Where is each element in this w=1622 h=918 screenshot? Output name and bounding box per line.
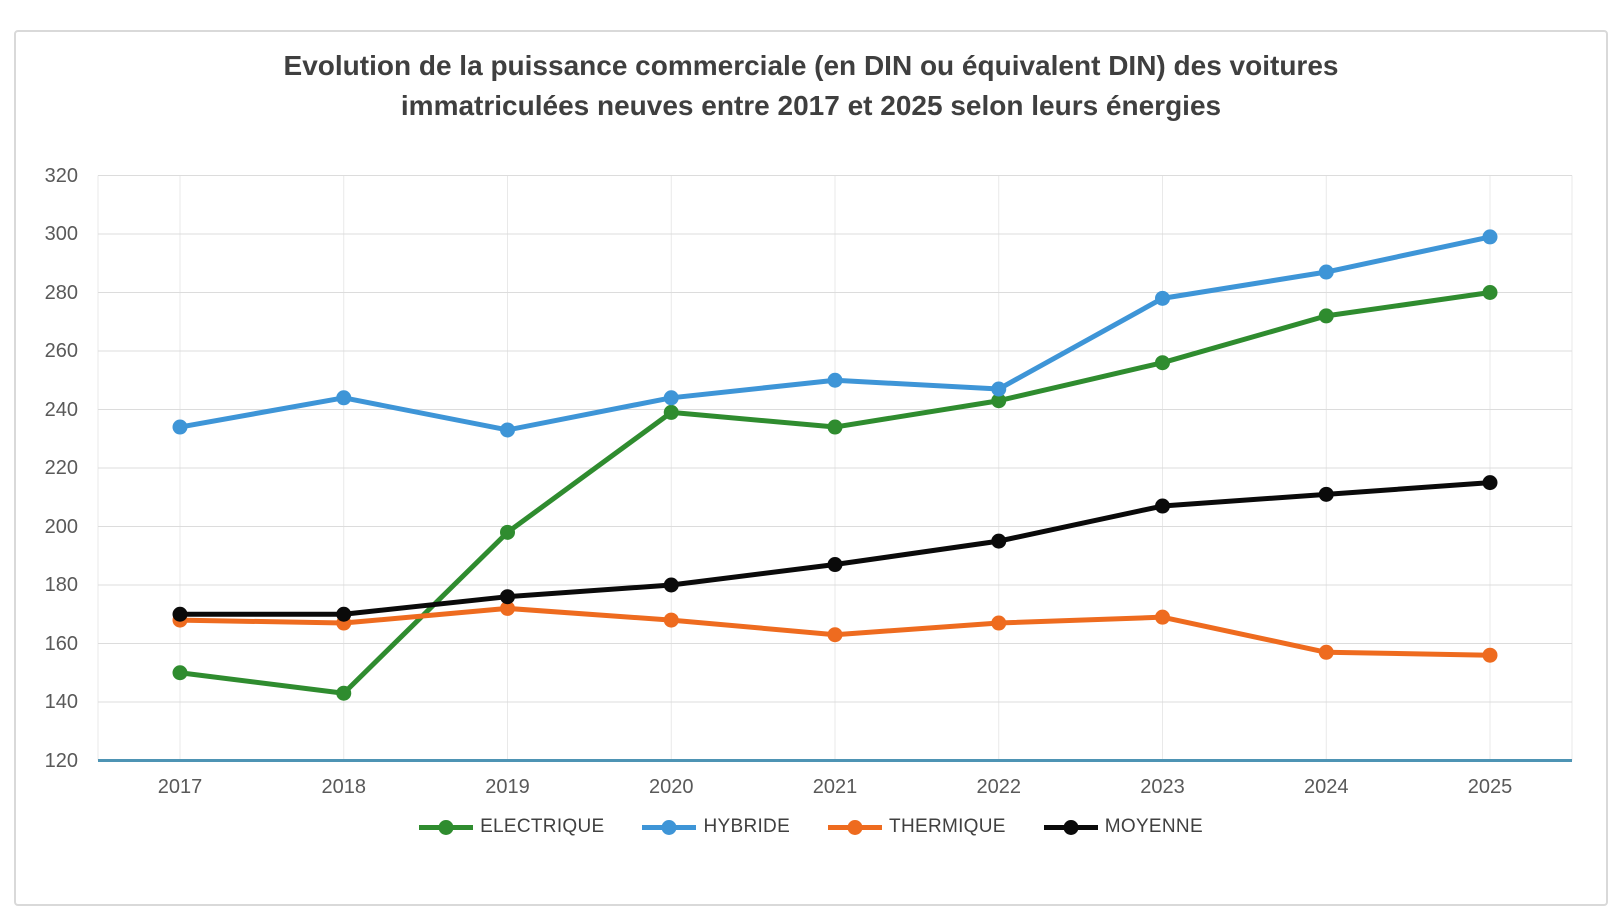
series-point-hybride [1482, 229, 1498, 245]
legend-marker-thermique-icon [828, 819, 883, 835]
series-point-thermique [991, 615, 1007, 631]
series-point-moyenne [991, 533, 1007, 549]
series-point-thermique [827, 627, 843, 643]
legend-label: HYBRIDE [703, 816, 791, 837]
series-point-thermique [1482, 647, 1498, 663]
series-point-electrique [172, 665, 188, 681]
legend-label: THERMIQUE [889, 816, 1006, 837]
series-point-hybride [336, 390, 352, 406]
series-point-electrique [663, 404, 679, 420]
series-point-moyenne [500, 589, 515, 605]
series-point-hybride [663, 390, 679, 406]
legend-item-thermique: THERMIQUE [828, 816, 1006, 838]
series-point-moyenne [1318, 486, 1334, 502]
series-point-electrique [827, 419, 843, 435]
series-point-electrique [1482, 285, 1498, 300]
legend-item-hybride: HYBRIDE [642, 816, 790, 838]
series-point-moyenne [172, 606, 188, 622]
series-point-hybride [991, 381, 1007, 397]
series-point-hybride [172, 419, 188, 435]
series-point-moyenne [663, 577, 679, 593]
series-point-hybride [1155, 290, 1170, 306]
legend-marker-electrique-icon [419, 819, 474, 835]
series-point-thermique [500, 600, 515, 616]
series-point-electrique [1155, 355, 1170, 371]
series-point-thermique [1318, 644, 1334, 660]
series-point-electrique [1318, 308, 1334, 324]
series-point-electrique [500, 524, 515, 540]
series-point-moyenne [336, 606, 352, 622]
series-point-thermique [1155, 609, 1170, 625]
legend-marker-hybride-icon [642, 819, 697, 835]
series-point-hybride [500, 422, 515, 438]
legend-label: MOYENNE [1104, 816, 1203, 837]
legend-item-moyenne: MOYENNE [1043, 816, 1203, 838]
series-point-moyenne [1155, 498, 1170, 514]
series-point-moyenne [1482, 475, 1498, 491]
series-point-electrique [991, 393, 1007, 409]
legend: ELECTRIQUE HYBRIDE THERMIQUE MOYENNE [0, 810, 1622, 844]
series-point-hybride [827, 372, 843, 388]
chart-title: Evolution de la puissance commerciale (e… [283, 50, 1339, 121]
series-point-hybride [1318, 264, 1334, 280]
series-point-moyenne [827, 557, 843, 573]
legend-item-electrique: ELECTRIQUE [419, 816, 604, 838]
legend-marker-moyenne-icon [1043, 819, 1098, 835]
legend-label: ELECTRIQUE [480, 816, 605, 837]
series-point-thermique [663, 612, 679, 628]
series-point-electrique [336, 685, 352, 701]
